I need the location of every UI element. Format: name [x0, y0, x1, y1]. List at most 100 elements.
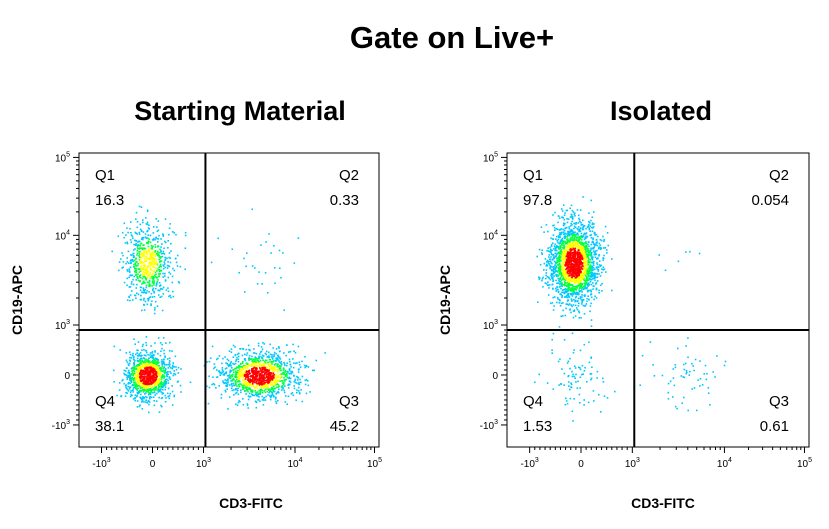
event-dot	[158, 361, 160, 364]
event-dot	[251, 376, 254, 378]
event-dot	[171, 385, 173, 387]
event-dot	[141, 345, 144, 347]
event-dot	[560, 259, 562, 262]
event-dot	[138, 271, 141, 273]
event-dot	[570, 383, 573, 386]
event-dot	[161, 405, 163, 408]
event-dot	[585, 258, 588, 260]
event-dot	[581, 300, 584, 303]
event-dot	[128, 379, 131, 381]
event-dot	[263, 376, 265, 378]
event-dot	[272, 358, 274, 360]
event-dot	[592, 248, 595, 250]
event-dot	[256, 359, 258, 362]
event-dot	[140, 393, 142, 396]
event-dot	[547, 276, 550, 279]
event-dot	[149, 276, 152, 278]
event-dot	[580, 266, 582, 268]
event-dot	[550, 275, 553, 277]
event-dot	[133, 267, 136, 270]
event-dot	[164, 259, 166, 261]
event-dot	[602, 259, 604, 261]
event-dot	[563, 229, 566, 232]
event-dot	[154, 357, 157, 360]
event-dot	[577, 300, 579, 302]
event-dot	[148, 403, 150, 406]
event-dot	[142, 382, 145, 384]
event-dot	[602, 257, 604, 259]
event-dot	[156, 367, 159, 370]
event-dot	[242, 368, 245, 371]
event-dot	[135, 287, 138, 289]
event-dot	[571, 375, 574, 378]
event-dot	[151, 362, 154, 364]
event-dot	[573, 225, 576, 228]
event-dot	[242, 403, 245, 406]
event-dot	[572, 304, 575, 306]
event-dot	[588, 276, 590, 278]
event-dot	[260, 364, 263, 366]
event-dot	[224, 356, 226, 358]
event-dot	[315, 359, 318, 362]
event-dot	[582, 196, 584, 198]
event-dot	[547, 230, 549, 233]
event-dot	[298, 392, 301, 394]
event-dot	[141, 400, 144, 402]
event-dot	[149, 382, 152, 385]
event-dot	[132, 369, 135, 371]
event-dot	[256, 374, 259, 377]
event-dot	[165, 383, 167, 385]
event-dot	[565, 400, 568, 402]
event-dot	[287, 383, 290, 386]
event-dot	[122, 261, 125, 263]
event-dot	[570, 236, 572, 239]
event-dot	[261, 382, 264, 385]
event-dot	[133, 364, 135, 367]
event-dot	[150, 292, 153, 295]
event-dot	[577, 366, 580, 369]
event-dot	[263, 396, 266, 399]
event-dot	[607, 244, 610, 247]
event-dot	[169, 378, 172, 380]
event-dot	[551, 352, 553, 354]
event-dot	[150, 380, 152, 382]
event-dot	[259, 353, 261, 355]
event-dot	[141, 384, 144, 387]
event-dot	[596, 263, 599, 266]
event-dot	[134, 397, 136, 399]
event-dot	[580, 283, 583, 285]
event-dot	[590, 219, 592, 222]
event-dot	[591, 257, 594, 260]
event-dot	[590, 226, 593, 229]
event-dot	[143, 396, 146, 399]
event-dot	[253, 362, 256, 365]
event-dot	[184, 247, 187, 249]
event-dot	[153, 263, 156, 265]
event-dot	[278, 357, 281, 359]
event-dot	[137, 372, 140, 375]
event-dot	[140, 355, 142, 358]
event-dot	[139, 372, 141, 374]
event-dot	[279, 373, 281, 376]
event-dot	[140, 230, 143, 232]
event-dot	[141, 283, 143, 285]
event-dot	[550, 269, 553, 272]
event-dot	[153, 391, 156, 394]
event-dot	[118, 382, 121, 384]
event-dot	[164, 388, 166, 391]
event-dot	[590, 283, 593, 286]
event-dot	[136, 226, 139, 229]
event-dot	[266, 390, 269, 393]
event-dot	[161, 386, 164, 389]
event-dot	[149, 241, 152, 243]
event-dot	[587, 260, 589, 262]
event-dot	[136, 221, 139, 223]
event-dot	[130, 221, 132, 223]
event-dot	[126, 376, 128, 379]
event-dot	[233, 363, 235, 366]
event-dot	[137, 241, 139, 243]
event-dot	[121, 252, 123, 254]
event-dot	[160, 249, 162, 252]
event-dot	[148, 283, 151, 285]
event-dot	[246, 404, 249, 406]
